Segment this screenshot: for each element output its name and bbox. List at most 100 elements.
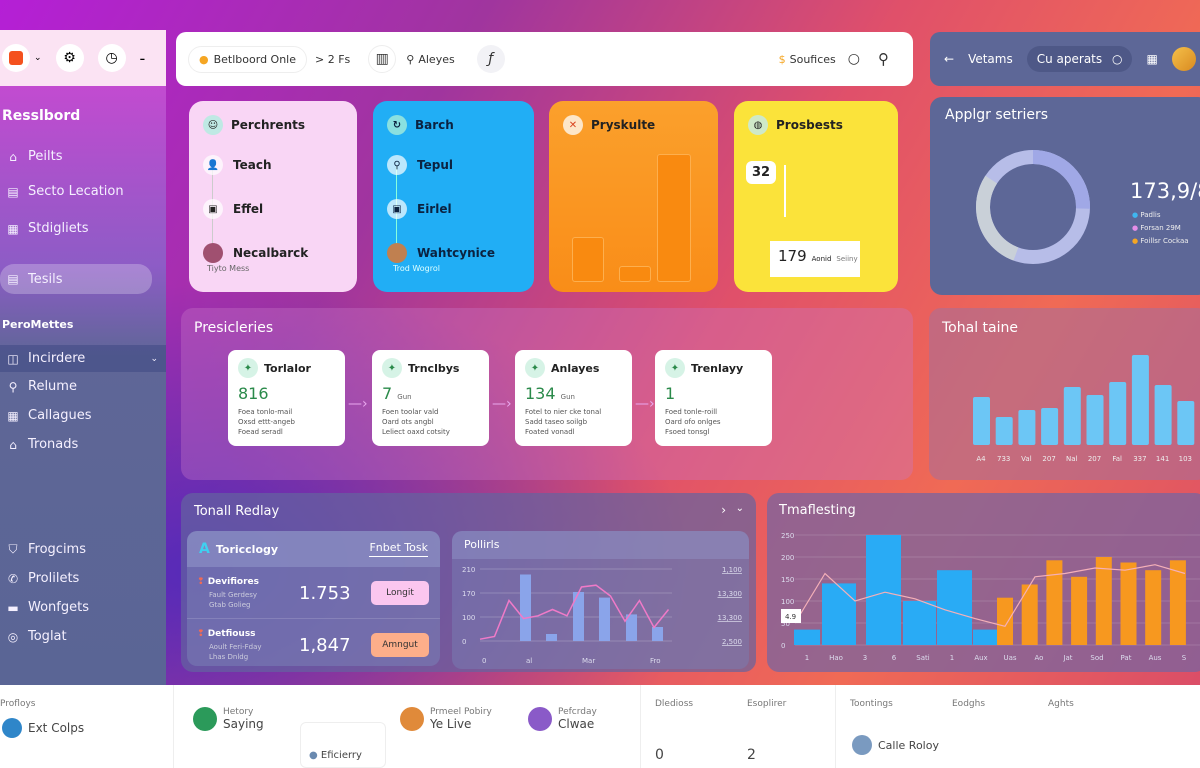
back-arrow-icon[interactable]: ←: [944, 52, 955, 66]
location-link[interactable]: Aleyes: [418, 52, 455, 66]
sidebar-item-incirdere[interactable]: ◫ Incirdere ⌄: [0, 345, 166, 372]
breadcrumb[interactable]: > 2 Fs: [315, 52, 351, 66]
gear-icon[interactable]: ⚙: [55, 44, 84, 72]
step-card[interactable]: ✦ Trnclbys 7 Gun Foen toolar vald Oard ots…: [372, 350, 489, 446]
grid-icon: ▦: [7, 408, 19, 423]
circle-icon[interactable]: ○: [847, 51, 860, 67]
report-tab[interactable]: Toricclogy: [215, 542, 279, 556]
card-icon: ▬: [7, 600, 19, 615]
chevron-down-icon[interactable]: ⌄: [735, 503, 744, 514]
filter-chip[interactable]: Cu aperats ○: [1026, 46, 1133, 72]
list-item[interactable]: Wahtcynice: [387, 243, 495, 263]
x-tick-label: 733: [997, 455, 1010, 463]
sidebar-item-relume[interactable]: ⚲ Relume: [6, 379, 77, 394]
list-item[interactable]: 👤 Teach: [203, 155, 271, 175]
person-prmeel[interactable]: Prmeel Pobiry Ye Live: [400, 707, 492, 731]
step-card[interactable]: ✦ Trenlayy 1 Foed tonle-roill Oard ofo onl…: [655, 350, 772, 446]
arrow-right-icon: —›: [492, 396, 512, 412]
y-tick-label: 210: [462, 566, 475, 574]
chevron-down-icon[interactable]: ⌄: [34, 53, 42, 63]
list-item[interactable]: ▣ Effel: [203, 199, 263, 219]
column-header[interactable]: Aghts: [1048, 699, 1074, 709]
bar: [1154, 385, 1172, 445]
pin-icon: ❢: [197, 629, 205, 639]
row-button[interactable]: Longit: [371, 581, 429, 605]
profile[interactable]: Ext Colps: [2, 718, 84, 738]
person-pefcrday[interactable]: Pefcrday Clwae: [528, 707, 597, 731]
x-tick-label: A4: [976, 455, 986, 463]
calendar-icon[interactable]: ▦: [1146, 52, 1158, 66]
row-button[interactable]: Amngut: [371, 633, 429, 657]
bag-icon: ⛉: [8, 542, 18, 556]
sidebar-item-tronads[interactable]: ⌂ Tronads: [6, 437, 78, 452]
report-link[interactable]: Fnbet Tosk: [369, 541, 428, 557]
list-item[interactable]: ▣ Eirlel: [387, 199, 452, 219]
person-row[interactable]: Calle Roloy: [852, 735, 939, 755]
series-line: [479, 584, 670, 640]
card-footnote: Trod Wogrol: [393, 264, 440, 273]
step-card[interactable]: ✦ Torlalor 816 Foea tonlo-mail Oxsd ettt-a…: [228, 350, 345, 446]
efficiency-card[interactable]: ● Eficierry: [300, 722, 386, 768]
card-pryskulte: ✕ Pryskulte: [549, 101, 718, 292]
avatar[interactable]: [1171, 47, 1196, 71]
column-header[interactable]: Eodghs: [952, 699, 986, 709]
step-description: Fotel to nier cke tonal Sadd taseo soilgb…: [525, 408, 602, 436]
sidebar-item-toglat[interactable]: ◎ Toglat: [6, 629, 67, 644]
column-header[interactable]: Toontings: [850, 699, 893, 709]
row-title: Devifiores: [207, 577, 259, 587]
list-item[interactable]: Necalbarck: [203, 243, 308, 263]
x-tick-label: 207: [1088, 455, 1101, 463]
x-tick-label: al: [526, 657, 532, 665]
avatar: [387, 243, 407, 263]
bar: [937, 570, 972, 645]
y-tick-label: 250: [781, 532, 794, 540]
sidebar-item-label: Frogcims: [28, 542, 86, 557]
sidebar-item-tesils[interactable]: ▤ Tesils: [0, 264, 152, 294]
sidebar-item-callagues[interactable]: ▦ Callagues: [6, 408, 91, 423]
sidebar-item-peilts[interactable]: ⌂ Peilts: [6, 149, 62, 164]
x-tick-label: S: [1182, 654, 1187, 662]
step-card[interactable]: ✦ Anlayes 134 Gun Fotel to nier cke tonal…: [515, 350, 632, 446]
chevron-right-icon[interactable]: ›: [721, 503, 726, 517]
sidebar-item-secto-lecation[interactable]: ▤ Secto Lecation: [6, 184, 123, 199]
step-title: Trnclbys: [408, 361, 460, 375]
sources-link[interactable]: Soufices: [789, 52, 836, 66]
donut-segment: [976, 150, 1090, 264]
x-tick-label: Jat: [1062, 654, 1072, 662]
x-tick-label: Nal: [1066, 455, 1078, 463]
search-icon[interactable]: ⚲: [878, 50, 889, 68]
step-title: Torlalor: [264, 361, 311, 375]
total-bar-chart: A4733Val207Nal207Fal337141103A: [973, 355, 1195, 463]
x-tick-label: Fro: [650, 657, 661, 665]
clock-icon[interactable]: ◷: [97, 44, 126, 72]
report-row: ❢ Detfiouss Aoult Feri-Fday Lhas Dnldg 1,…: [187, 625, 440, 671]
minus-icon[interactable]: -: [139, 48, 146, 68]
sidebar-item-wonfgets[interactable]: ▬ Wonfgets: [6, 600, 89, 615]
dollar-icon: $: [778, 52, 786, 66]
arrow-right-icon: —›: [348, 396, 368, 412]
board-chip[interactable]: ● Betlboord Onle: [188, 45, 307, 73]
sidebar-item-prolilets[interactable]: ✆ Prolilets: [6, 571, 79, 586]
bar: [1071, 576, 1088, 645]
y-tick-label: 0: [781, 642, 785, 650]
step-value: 134: [525, 384, 556, 403]
step-unit: Gun: [397, 393, 412, 401]
function-icon[interactable]: ƒ: [476, 45, 505, 73]
x-tick-label: Sati: [916, 654, 929, 662]
bar: [1120, 562, 1137, 645]
building-icon[interactable]: ▥: [368, 45, 397, 73]
row-value: 1.753: [299, 583, 351, 604]
sidebar-item-frogcims[interactable]: ⛉ Frogcims: [6, 542, 86, 557]
store-icon[interactable]: [2, 44, 30, 72]
phone-icon: ✆: [7, 571, 19, 586]
person-name: Calle Roloy: [878, 738, 939, 752]
avatar: [852, 735, 872, 755]
back-label[interactable]: Vetams: [968, 52, 1013, 66]
sidebar-item-label: Relume: [28, 379, 77, 394]
list-item[interactable]: ⚲ Tepul: [387, 155, 453, 175]
person-hetory[interactable]: Hetory Saying: [193, 707, 264, 731]
sidebar-item-stdigliets[interactable]: ▦ Stdigliets: [6, 221, 88, 236]
x-tick-label: Mar: [582, 657, 595, 665]
donut-panel: Applgr setriers 173,9/8 ● Padlis ● Forsa…: [930, 97, 1200, 295]
document-icon: ▤: [7, 184, 19, 199]
